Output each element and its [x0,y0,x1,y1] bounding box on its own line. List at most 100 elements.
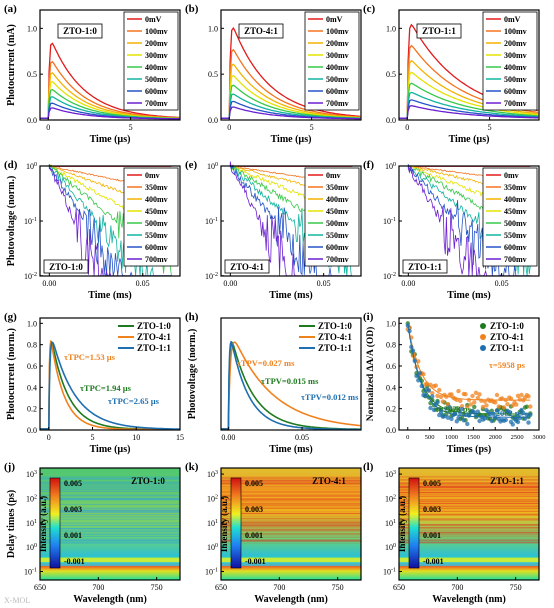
axes-frame [398,317,540,431]
legend-entry: 400mv [504,63,527,72]
panel-c: (c) 0.0 0.5 1.0 0 5 Time (µs) ZTO-1:1 0mV 100mv 20… [363,3,540,145]
heatmap-noise [221,541,361,542]
legend-entry: 350mv [504,183,527,192]
heatmap-noise [399,527,539,529]
legend-entry: 400mv [504,195,527,204]
heatmap-noise [221,523,361,525]
heatmap-noise [40,514,180,515]
heatmap-noise [399,533,539,535]
heatmap-noise [40,524,180,526]
data-point [458,398,463,403]
legend-entry: 700mv [145,99,168,108]
legend-entry: 400mv [145,195,168,204]
legend-entry: 0mv [145,171,160,180]
data-point [493,400,498,405]
heatmap-noise [40,527,180,529]
heatmap-noise [399,505,539,507]
heatmap-noise [221,503,361,504]
heatmap-noise [40,509,180,511]
heatmap-noise [221,484,361,485]
heatmap-noise [221,499,361,501]
legend-entry: 600mv [145,87,168,96]
legend-entry: 200mv [145,39,168,48]
data-point [494,392,500,398]
heatmap-noise [221,480,361,481]
heatmap-noise [221,491,361,493]
data-point [503,417,508,423]
tick-label: 0.0 [27,426,37,435]
legend-entry: 400mv [145,63,168,72]
legend-entry: ZTO-1:1 [318,343,352,353]
heatmap-noise [399,492,539,494]
heatmap-noise [399,514,539,515]
colorbar-tick: -0.001 [245,557,266,566]
panel-letter: (l) [363,461,374,473]
data-point [433,383,438,388]
heatmap-noise [399,486,539,488]
axes-frame [398,9,540,121]
heatmap-noise [221,528,361,530]
data-point [519,392,524,398]
legend-entry: 700mv [504,99,527,108]
legend-entry: 300mv [504,51,527,60]
tick-label: 5 [91,433,95,442]
panel-i: (i) 0.0 0.2 0.4 0.6 0.8 1.0 0 500 1000 1500 2000 250… [363,311,546,455]
data-point [442,414,447,419]
data-point [438,394,444,400]
heatmap-noise [399,511,539,512]
tick-label: 101 [207,519,218,528]
legend-entry: 0mV [326,15,343,24]
data-point [477,418,482,424]
axes-frame [220,9,362,121]
heatmap-noise [399,532,539,533]
tick-label: 0.00 [401,279,415,288]
heatmap-noise [40,483,180,485]
tick-label: 101 [26,519,37,528]
legend-entry: ZTO-4:1 [490,332,524,342]
panel-letter: (d) [4,159,18,171]
legend-entry: 500mv [326,75,349,84]
data-point [526,394,531,399]
heatmap-noise [40,536,180,538]
legend-marker [480,323,486,329]
heatmap-noise [399,492,539,493]
data-point [414,373,419,379]
heatmap-noise [399,482,539,483]
heatmap-noise [221,521,361,523]
heatmap-noise [40,494,180,496]
heatmap-noise [221,494,361,496]
heatmap-band [40,557,180,563]
x-axis-label: Time (ms) [88,290,131,301]
heatmap-noise [40,499,180,501]
panel-letter: (c) [363,3,376,15]
data-point [475,409,480,414]
colorbar-tick: -0.001 [423,557,444,566]
inset-label-box [238,23,284,39]
heatmap-noise [221,500,361,502]
data-point [456,388,461,394]
heatmap-band [40,562,180,567]
heatmap-noise [221,530,361,532]
data-point [477,392,482,397]
legend-entry: 450mv [326,207,349,216]
heatmap-band [399,557,539,563]
heatmap-noise [40,504,180,506]
legend-entry: 350mv [326,183,349,192]
heatmap-noise [221,537,361,538]
heatmap-noise [399,488,539,490]
series-line [399,82,539,119]
legend-entry: 100mv [145,27,168,36]
tick-label: 0.00 [223,279,237,288]
heatmap-noise [399,532,539,533]
heatmap-noise [40,510,180,512]
heatmap-noise [40,531,180,533]
tick-label: 0.00 [221,433,235,442]
data-point [458,410,463,416]
heatmap-noise [221,519,361,521]
heatmap-noise [40,511,180,513]
heatmap-noise [40,498,180,499]
heatmap-noise [221,542,361,544]
axes-frame [39,9,181,121]
y-axis-label: Delay times (ps) [6,490,17,558]
heatmap-noise [399,490,539,492]
